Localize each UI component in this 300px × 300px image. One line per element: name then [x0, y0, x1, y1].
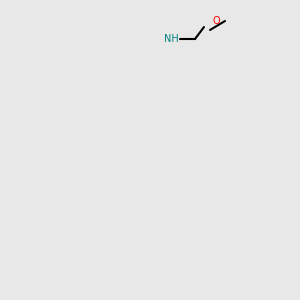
Text: O: O [212, 16, 220, 26]
Text: NH: NH [164, 34, 178, 44]
